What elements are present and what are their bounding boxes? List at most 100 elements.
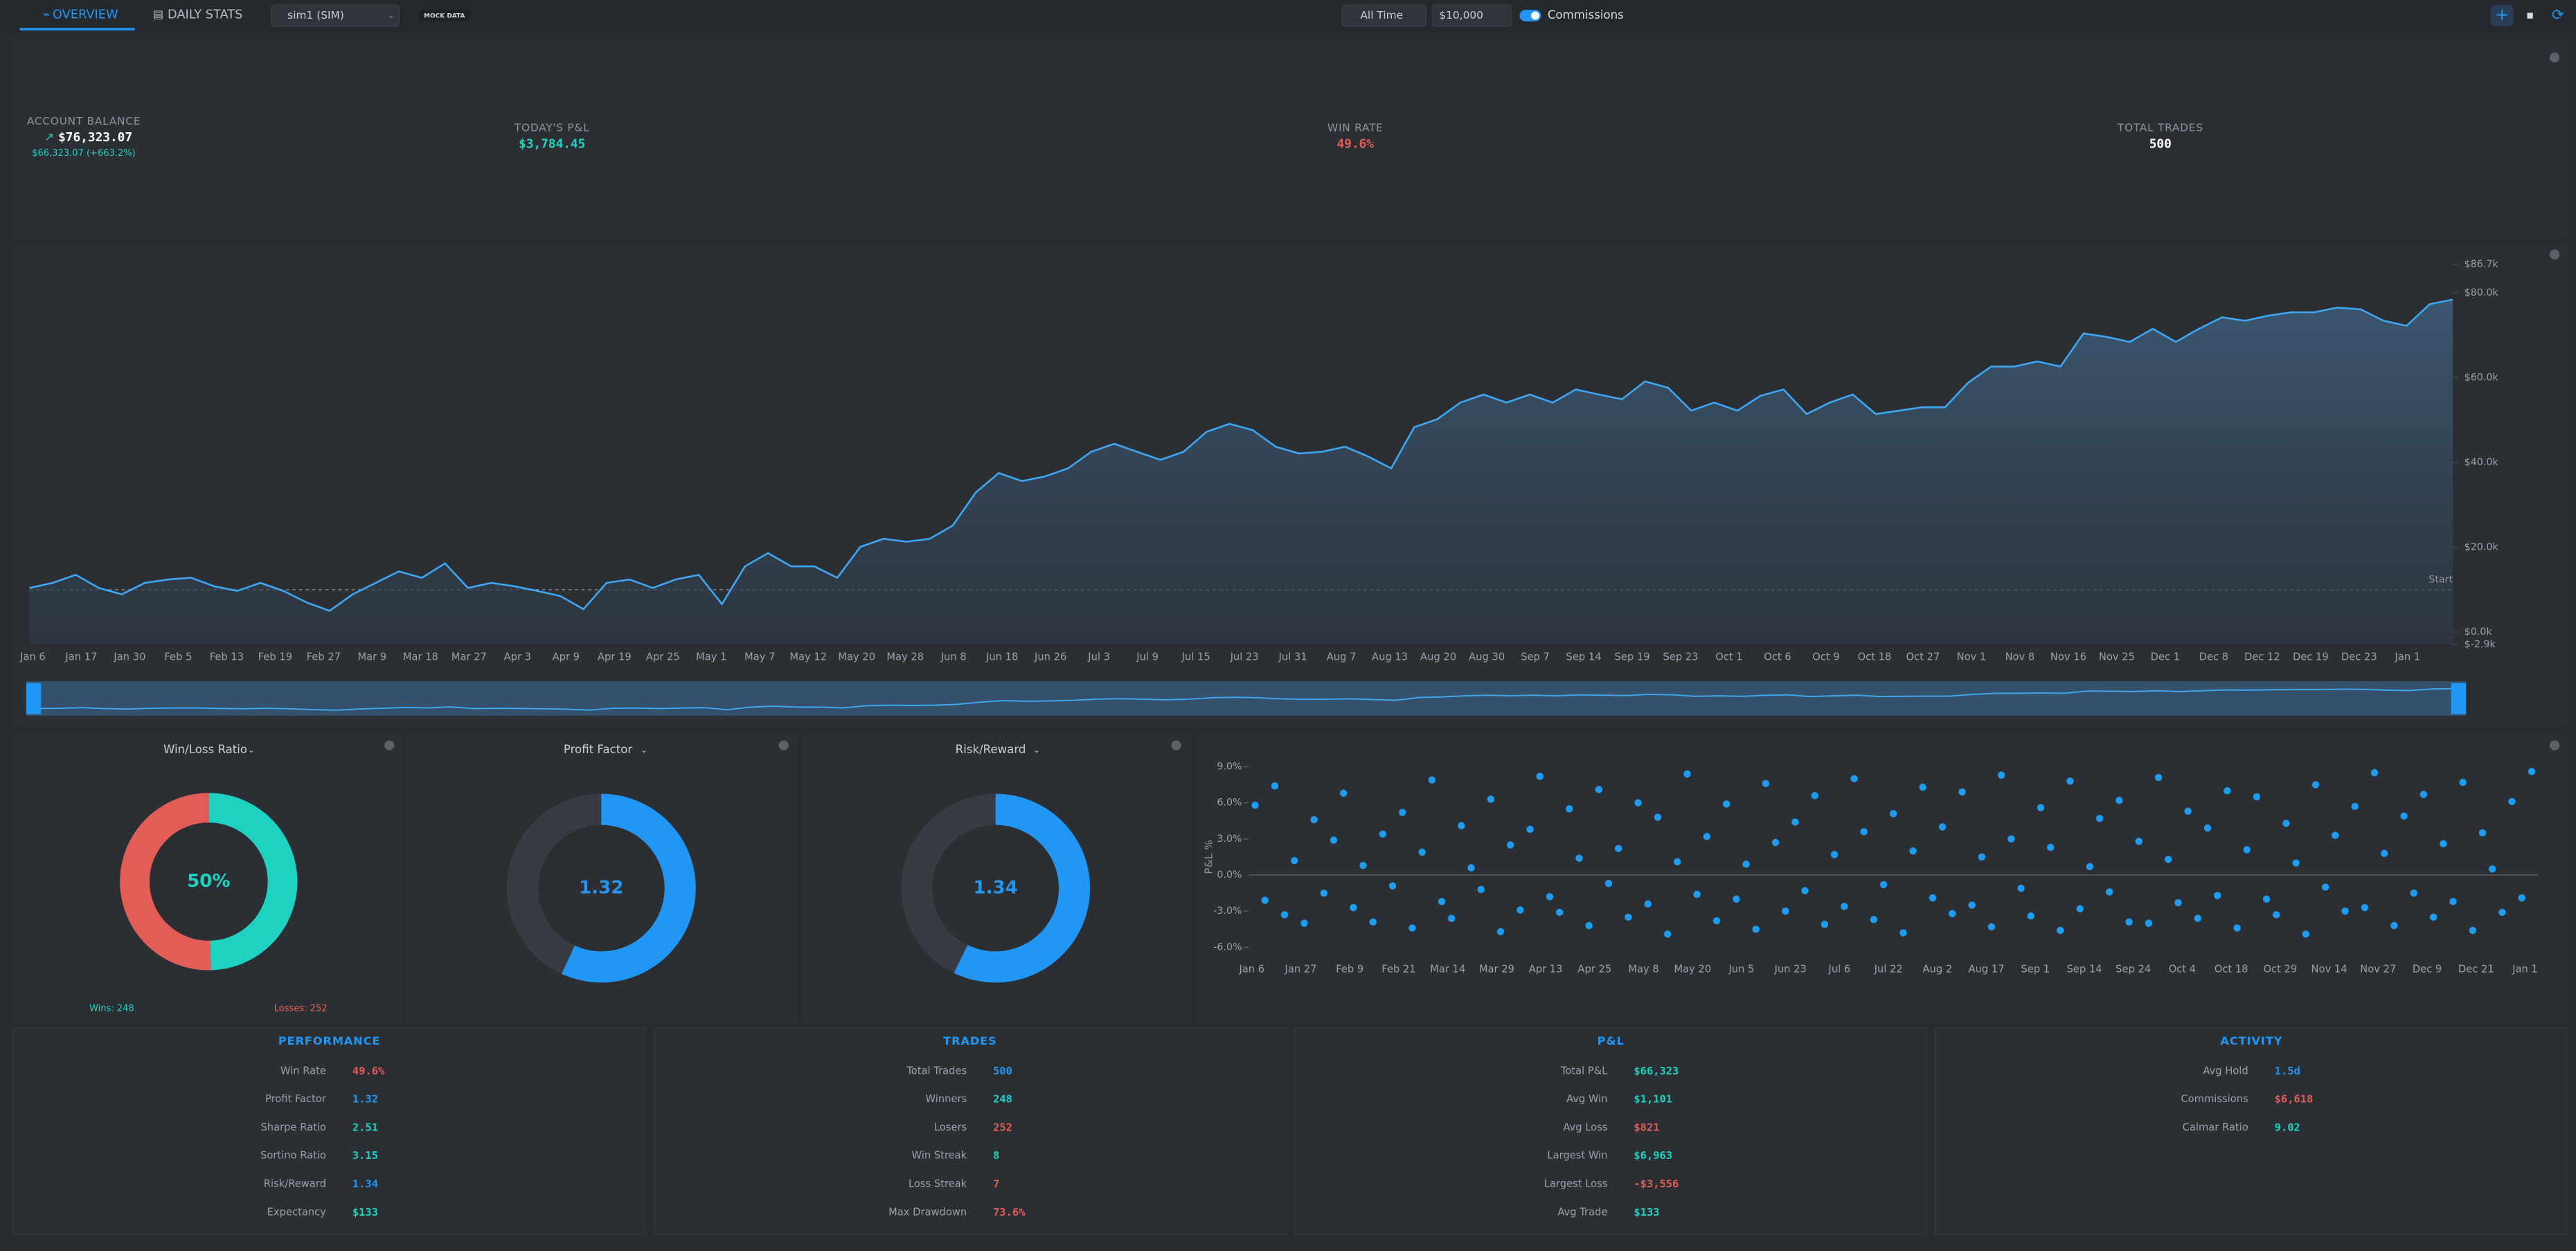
add-button[interactable]: + — [2490, 5, 2514, 26]
scatter-point — [1418, 848, 1426, 856]
daily-stats-tab[interactable]: ▤ DAILY STATS — [153, 7, 243, 21]
scatter-point — [2203, 824, 2212, 832]
close-button[interactable] — [2550, 52, 2560, 63]
scatter-point — [1546, 893, 1554, 901]
baseline-label: Start — [2429, 575, 2453, 586]
scatter-point — [2390, 921, 2398, 930]
x-tick-label: Sep 14 — [1566, 651, 1602, 663]
y-tick-label: $60.0k — [2465, 372, 2499, 383]
scatter-point — [2410, 889, 2418, 897]
scatter-point — [1644, 900, 1652, 908]
x-tick-label: Apr 25 — [646, 651, 680, 663]
ratio-title[interactable]: Risk/Reward — [956, 743, 1026, 756]
close-button[interactable] — [778, 740, 789, 750]
stat-value: 3.15 — [352, 1149, 378, 1162]
scatter-point — [2184, 807, 2192, 816]
x-tick-label: May 28 — [886, 651, 924, 663]
x-tick-label: Aug 20 — [1420, 651, 1456, 663]
stat-label: Win Streak — [912, 1150, 967, 1162]
x-tick-label: Oct 18 — [1858, 651, 1892, 663]
scatter-point — [2518, 894, 2525, 902]
stat-card — [1935, 1027, 2568, 1235]
equity-area — [29, 299, 2453, 645]
x-tick-label: Jul 9 — [1136, 651, 1159, 663]
stat-label: Winners — [926, 1093, 967, 1105]
x-tick-label: Dec 9 — [2413, 963, 2442, 975]
scatter-point — [1379, 830, 1387, 838]
scatter-point — [2311, 781, 2320, 789]
x-tick-label: Mar 14 — [1430, 963, 1465, 975]
stat-label: Sharpe Ratio — [260, 1122, 325, 1133]
ratio-title[interactable]: Profit Factor — [564, 743, 633, 756]
scatter-point — [2478, 829, 2487, 837]
scatter-panel — [1196, 734, 2568, 1023]
x-tick-label: Jun 26 — [1034, 651, 1066, 663]
x-tick-label: May 20 — [1674, 963, 1711, 975]
x-tick-label: May 1 — [696, 651, 726, 663]
scatter-point — [1517, 906, 1524, 914]
x-tick-label: Aug 30 — [1469, 651, 1505, 663]
close-button[interactable] — [2550, 249, 2560, 260]
x-tick-label: Sep 7 — [1521, 651, 1550, 663]
stat-value: 1.34 — [352, 1178, 378, 1190]
scatter-point — [1496, 928, 1505, 935]
x-tick-label: Jun 18 — [985, 651, 1018, 663]
x-tick-label: Dec 12 — [2244, 651, 2280, 663]
scatter-point — [2400, 812, 2408, 820]
scatter-point — [2361, 903, 2369, 912]
scatter-point — [2135, 838, 2143, 845]
select-text: sim1 (SIM) — [287, 9, 344, 21]
scatter-point — [2381, 849, 2388, 857]
scatter-point — [1291, 856, 1298, 865]
x-tick-label: Jan 27 — [1285, 963, 1317, 975]
stat-value: 8 — [993, 1149, 999, 1162]
navigator-handle[interactable] — [2451, 683, 2467, 714]
close-button[interactable] — [1171, 740, 1181, 750]
scatter-point — [2332, 831, 2339, 839]
scatter-point — [2351, 802, 2359, 811]
scatter-point — [1830, 851, 1839, 858]
x-tick-label: Jun 23 — [1774, 963, 1807, 975]
scatter-point — [2253, 793, 2261, 801]
ratio-title[interactable]: Win/Loss Ratio — [163, 743, 247, 756]
scatter-point — [2027, 912, 2034, 920]
x-tick-label: Sep 19 — [1614, 651, 1649, 663]
x-tick-label: Oct 1 — [1715, 651, 1742, 663]
close-button[interactable] — [2550, 740, 2560, 750]
stat-value: 1.32 — [352, 1093, 378, 1106]
scatter-point — [1359, 861, 1367, 870]
kpi-value: 49.6% — [1337, 137, 1375, 152]
x-tick-label: Nov 25 — [2099, 651, 2135, 663]
commissions-toggle[interactable] — [1519, 10, 1541, 21]
scatter-point — [2429, 913, 2438, 921]
scatter-point — [1987, 923, 1996, 930]
x-tick-label: Feb 27 — [307, 651, 341, 663]
x-tick-label: May 20 — [838, 651, 875, 663]
scatter-point — [1811, 791, 1819, 800]
scatter-point — [1771, 838, 1780, 847]
range-select[interactable]: All Time — [1341, 4, 1426, 27]
y-tick-label: 6.0% — [1217, 798, 1242, 809]
account-select[interactable]: sim1 (SIM) ⌄ — [270, 4, 400, 27]
x-tick-label: Apr 19 — [598, 651, 632, 663]
navigator-handle[interactable] — [26, 683, 42, 714]
stat-label: Total P&L — [1560, 1065, 1608, 1077]
stat-card — [653, 1027, 1287, 1235]
save-button[interactable]: ▪ — [2526, 8, 2534, 21]
y-tick-label: $0.0k — [2465, 627, 2493, 638]
scatter-point — [1938, 823, 1947, 831]
close-button[interactable] — [384, 740, 395, 750]
scatter-point — [1280, 911, 1289, 919]
y-tick-label: $-2.9k — [2465, 639, 2496, 650]
x-tick-label: Sep 14 — [2066, 963, 2102, 975]
stat-value: $6,963 — [1634, 1149, 1672, 1162]
kpi-panel — [12, 41, 2568, 238]
scatter-point — [2233, 924, 2241, 932]
start-balance-input[interactable]: $10,000 — [1432, 4, 1512, 27]
refresh-button[interactable]: ⟳ — [2552, 7, 2564, 24]
scatter-point — [1801, 887, 1809, 894]
scatter-point — [1634, 799, 1642, 807]
select-text: All Time — [1360, 9, 1403, 21]
ratio-caret: ⌄ — [641, 745, 647, 755]
overview-tab[interactable]: ⌁ OVERVIEW — [19, 7, 135, 30]
